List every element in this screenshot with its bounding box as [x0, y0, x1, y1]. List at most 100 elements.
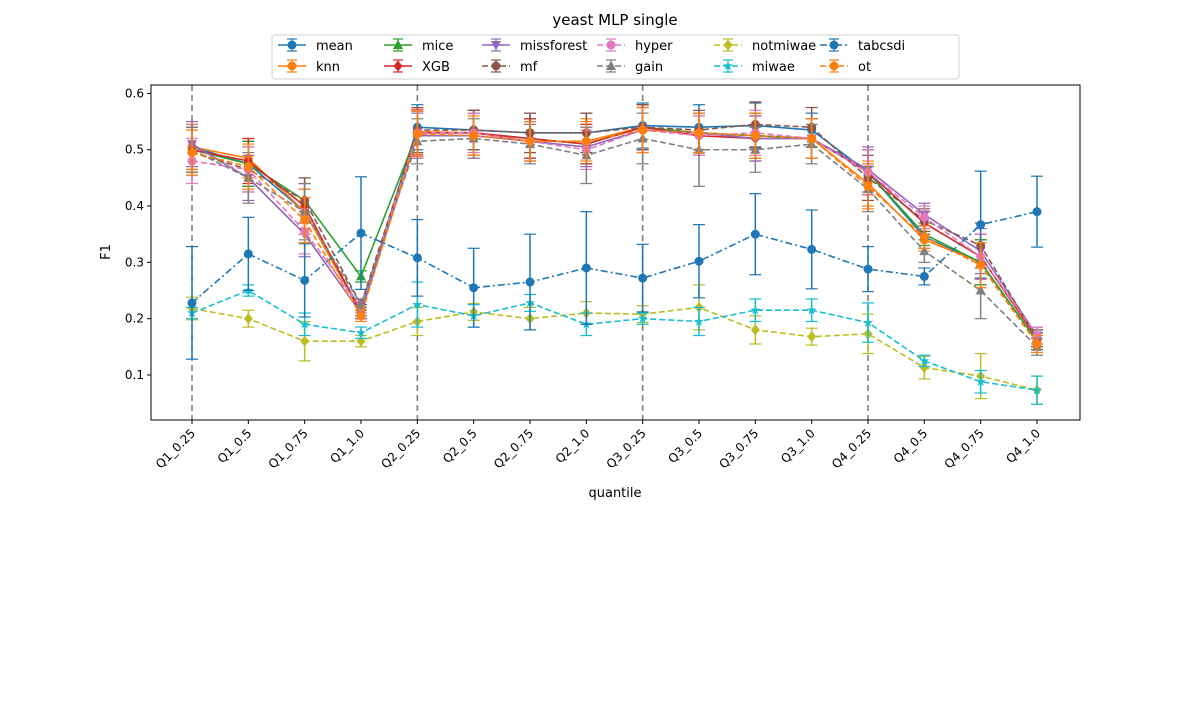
legend-label-mean: mean	[316, 39, 353, 54]
series-line-missforest	[191, 129, 1038, 336]
legend-label-missforest: missforest	[520, 39, 587, 54]
data-point-gain-14	[975, 285, 986, 295]
data-point-ot-12	[863, 181, 873, 191]
legend: mean knn mice XGB missforest mf hyper gain notmi…	[271, 34, 960, 80]
data-point-ot-8	[638, 125, 648, 135]
legend-marker-ot	[829, 61, 839, 71]
data-point-ot-15	[1032, 339, 1042, 349]
legend-item-tabcsdi: tabcsdi	[820, 38, 905, 54]
legend-item-mice: mice	[384, 38, 453, 54]
data-point-ot-1	[243, 162, 253, 172]
x-axis-title: quantile	[588, 486, 641, 501]
legend-label-tabcsdi: tabcsdi	[858, 39, 905, 54]
series-line-mf	[191, 123, 1038, 339]
data-point-gain-13	[919, 245, 930, 256]
data-point-miwae-3	[355, 327, 367, 338]
legend-item-hyper: hyper	[597, 38, 673, 54]
data-point-notmiwae-2	[300, 335, 310, 347]
data-point-notmiwae-11	[807, 331, 817, 343]
legend-label-mice: mice	[422, 39, 453, 54]
series-miwae	[186, 281, 1043, 405]
data-point-tabcsdi-1	[243, 249, 253, 259]
series-line-hyper	[191, 129, 1038, 337]
series-line-gain	[191, 137, 1038, 348]
data-point-miwae-4	[412, 299, 423, 309]
legend-item-miwae: miwae	[714, 59, 795, 75]
data-point-tabcsdi-10	[750, 229, 760, 239]
series-line-ot	[191, 129, 1038, 345]
data-point-miwae-10	[750, 304, 761, 315]
data-point-ot-11	[807, 133, 817, 143]
y-axis-title: F1	[99, 244, 114, 260]
legend-marker-hyper	[606, 40, 616, 50]
data-point-miwae-2	[299, 318, 310, 329]
data-point-tabcsdi-15	[1032, 207, 1042, 217]
series-ot	[186, 106, 1043, 354]
data-point-tabcsdi-7	[581, 263, 591, 273]
data-point-tabcsdi-3	[356, 228, 366, 238]
legend-marker-miwae	[722, 60, 734, 71]
legend-label-XGB: XGB	[422, 60, 450, 75]
legend-label-notmiwae: notmiwae	[752, 39, 816, 54]
legend-item-gain: gain	[597, 59, 663, 75]
data-point-ot-3	[356, 311, 366, 321]
legend-marker-XGB	[393, 60, 403, 72]
data-point-tabcsdi-0	[187, 298, 197, 308]
legend-box	[271, 34, 960, 80]
legend-item-knn: knn	[278, 59, 340, 75]
data-point-notmiwae-10	[750, 324, 760, 336]
data-point-miwae-13	[919, 355, 930, 366]
legend-item-XGB: XGB	[384, 59, 450, 75]
data-point-miwae-11	[806, 304, 817, 315]
data-point-tabcsdi-9	[694, 256, 704, 266]
data-point-ot-5	[469, 131, 479, 141]
legend-marker-mice	[393, 39, 403, 49]
legend-marker-mean	[287, 40, 297, 50]
y-tick-label-4: 0.5	[125, 143, 144, 157]
data-point-miwae-8	[637, 313, 648, 323]
data-point-tabcsdi-5	[469, 283, 479, 293]
legend-item-missforest: missforest	[482, 38, 587, 54]
legend-label-miwae: miwae	[752, 60, 795, 75]
legend-marker-tabcsdi	[829, 40, 839, 50]
data-point-tabcsdi-12	[863, 264, 873, 274]
data-point-miwae-9	[693, 316, 705, 326]
data-point-tabcsdi-11	[807, 244, 817, 254]
series-line-notmiwae	[191, 306, 1038, 391]
data-point-ot-2	[300, 215, 310, 225]
data-point-ot-14	[976, 260, 986, 270]
legend-item-mf: mf	[482, 59, 538, 75]
data-point-miwae-14	[975, 376, 986, 386]
series-line-miwae	[191, 289, 1038, 391]
data-point-ot-10	[750, 131, 760, 141]
legend-item-notmiwae: notmiwae	[714, 38, 816, 54]
data-point-tabcsdi-4	[412, 253, 422, 263]
legend-marker-knn	[287, 61, 297, 71]
series-line-tabcsdi	[191, 210, 1038, 304]
data-point-ot-6	[525, 136, 535, 146]
legend-marker-gain	[606, 60, 616, 70]
legend-item-ot: ot	[820, 59, 871, 75]
y-tick-label-0: 0.1	[125, 368, 144, 382]
data-point-notmiwae-1	[243, 313, 253, 325]
data-point-notmiwae-13	[919, 362, 929, 374]
series-tabcsdi	[186, 170, 1043, 360]
data-point-ot-13	[919, 232, 929, 242]
data-point-hyper-13	[919, 212, 929, 222]
data-point-ot-7	[581, 136, 591, 146]
legend-marker-mf	[491, 61, 501, 71]
legend-label-hyper: hyper	[635, 39, 673, 54]
legend-label-knn: knn	[316, 60, 340, 75]
y-tick-label-3: 0.4	[125, 199, 144, 213]
legend-item-mean: mean	[278, 38, 353, 54]
y-tick-label-1: 0.2	[125, 312, 144, 326]
data-point-miwae-15	[1031, 384, 1043, 395]
data-point-tabcsdi-2	[300, 275, 310, 285]
chart-title: yeast MLP single	[552, 11, 677, 29]
data-point-ot-9	[694, 128, 704, 138]
legend-label-ot: ot	[858, 60, 871, 75]
data-point-ot-4	[412, 129, 422, 139]
legend-label-mf: mf	[520, 60, 538, 75]
